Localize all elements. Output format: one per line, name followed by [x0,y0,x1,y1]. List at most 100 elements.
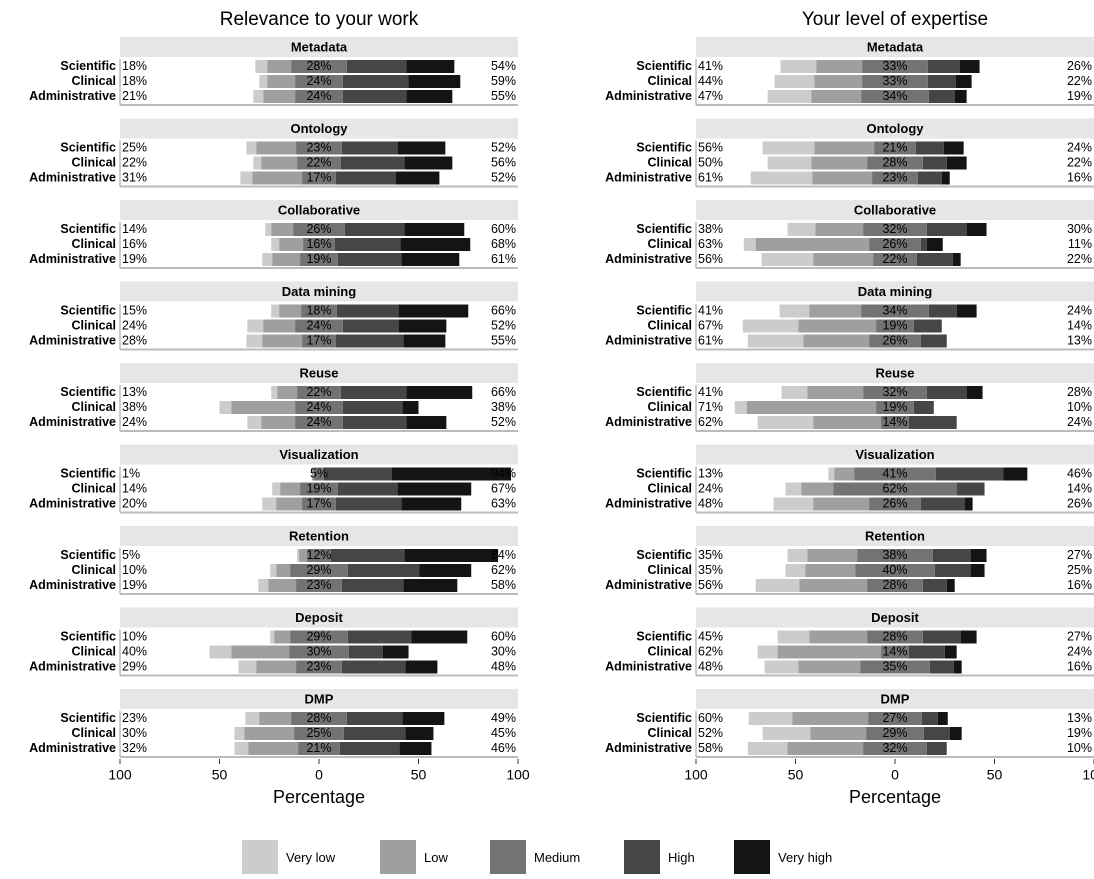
bar-very-low [245,712,260,725]
bar-high [335,171,396,185]
bar-very-high [406,90,453,103]
left-percent-label: 62% [698,415,723,429]
bar-very-low [297,549,300,562]
bar-low [812,171,873,185]
facet-title: Ontology [866,121,924,136]
bar-low [811,90,862,103]
bar-very-low [253,156,262,170]
x-tick-label: 0 [315,767,323,783]
center-percent-label: 26% [882,237,907,251]
bar-very-low [785,482,802,496]
bar-high [335,334,404,348]
center-percent-label: 17% [306,496,331,510]
x-axis-label: Percentage [849,787,941,807]
bar-low [267,75,296,88]
right-percent-label: 24% [1067,644,1092,658]
facet-title: DMP [881,691,910,706]
bar-very-low [234,742,249,755]
right-percent-label: 60% [491,629,516,643]
bar-low [312,467,315,481]
x-tick-label: 100 [684,767,708,783]
bar-medium [867,579,923,592]
bar-high [346,60,407,73]
center-percent-label: 62% [882,481,907,495]
bar-very-low [247,319,264,333]
bar-high [341,660,406,674]
center-percent-label: 26% [882,496,907,510]
left-percent-label: 23% [122,711,147,725]
group-label: Clinical [72,74,116,88]
bar-low [271,223,294,236]
facet-strip [120,281,518,302]
group-label: Administrative [605,333,692,347]
center-percent-label: 24% [306,74,331,88]
center-percent-label: 19% [306,481,331,495]
center-percent-label: 34% [882,303,907,317]
bar-low [231,645,290,659]
bar-high [927,60,960,73]
bar-low [787,742,864,755]
left-percent-label: 18% [122,74,147,88]
bar-very-low [779,304,810,318]
bar-medium [833,482,957,496]
bar-medium [297,156,341,170]
bar-low [263,319,296,333]
left-percent-label: 24% [122,415,147,429]
bar-low [252,171,303,185]
right-percent-label: 54% [491,59,516,73]
bar-medium [291,60,347,73]
group-label: Clinical [648,563,692,577]
right-percent-label: 10% [1067,741,1092,755]
group-label: Scientific [60,629,116,643]
bar-medium [872,171,918,185]
right-percent-label: 62% [491,563,516,577]
left-percent-label: 10% [122,629,147,643]
left-percent-label: 30% [122,726,147,740]
group-label: Clinical [72,155,116,169]
bar-medium [290,564,348,577]
bar-medium [863,386,927,399]
facet-strip [120,200,518,220]
bar-medium [300,482,338,496]
center-percent-label: 28% [306,59,331,73]
bar-medium [881,645,909,659]
bar-high [341,141,398,155]
bar-low [279,304,302,318]
center-percent-label: 24% [306,318,331,332]
x-tick-label: 50 [788,767,804,783]
bar-high [920,497,965,511]
bar-very-low [209,645,232,659]
bar-very-low [755,579,800,592]
bar-high [922,579,947,592]
right-percent-label: 19% [1067,726,1092,740]
bar-very-low [240,171,253,185]
bar-high [915,141,944,155]
left-percent-label: 48% [698,659,723,673]
center-percent-label: 29% [306,563,331,577]
bar-very-low [734,401,747,414]
center-percent-label: 33% [882,74,907,88]
legend-swatch [380,840,416,874]
bar-very-low [219,401,232,414]
center-percent-label: 32% [882,222,907,236]
likert-chart: Relevance to your work Metadata Scientific… [29,9,1094,807]
bar-low [272,253,301,266]
x-tick-label: 50 [411,767,427,783]
right-percent-label: 19% [1067,89,1092,103]
legend-swatch [734,840,770,874]
bar-high [928,304,957,318]
bar-very-high [944,645,957,659]
bar-very-low [828,467,835,481]
group-label: Administrative [29,170,116,184]
bar-medium [861,90,929,103]
group-label: Scientific [636,385,692,399]
bar-high [926,223,967,236]
bar-low [244,727,295,740]
bar-very-low [265,223,272,236]
bar-high [343,727,406,740]
bar-high [340,386,407,399]
left-percent-label: 24% [122,318,147,332]
center-percent-label: 26% [306,222,331,236]
left-percent-label: 13% [698,466,723,480]
group-label: Clinical [72,237,116,251]
